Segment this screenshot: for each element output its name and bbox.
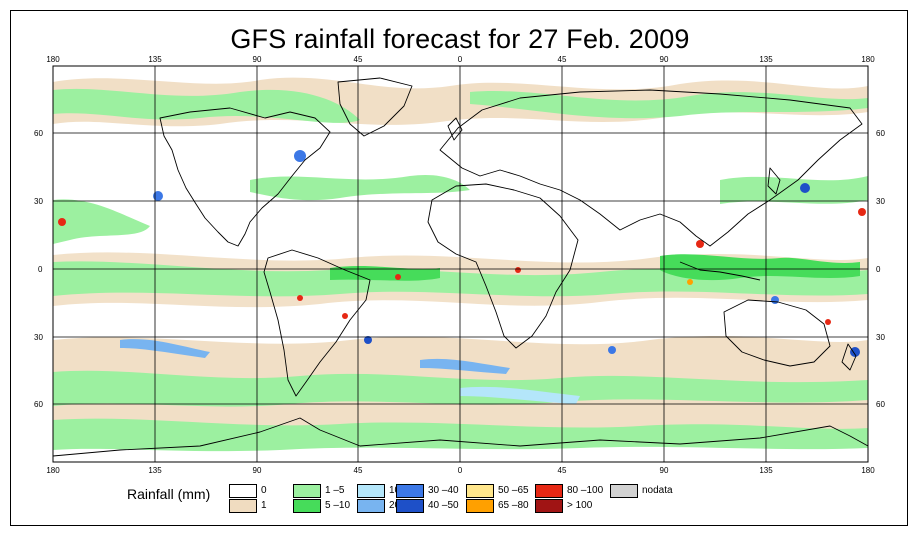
bottom-tick-label: 45 [558, 466, 567, 475]
rain-band-south-blue-2 [420, 358, 510, 374]
coast-south-america [263, 249, 371, 397]
right-tick-label: 60 [876, 129, 885, 138]
map-title: GFS rainfall forecast for 27 Feb. 2009 [230, 24, 690, 54]
legend-label-8: 50 –65 [498, 485, 529, 496]
rain-cell [696, 240, 704, 248]
legend-swatch-1 [229, 499, 257, 513]
right-tick-label: 30 [876, 333, 885, 342]
left-tick-label: 0 [38, 265, 43, 274]
rain-cell [800, 183, 810, 193]
bottom-tick-label: 135 [148, 466, 162, 475]
rain-band-pacific-n [53, 199, 150, 244]
left-axis: 60 30 0 30 60 [34, 129, 43, 409]
top-tick-label: 0 [458, 55, 463, 64]
rain-band-tropics-dark [660, 254, 860, 281]
top-tick-label: 45 [558, 55, 567, 64]
top-tick-label: 90 [253, 55, 262, 64]
legend-swatch-3 [293, 499, 321, 513]
coast-antarctica [53, 417, 868, 457]
legend-label-0: 0 [261, 485, 267, 496]
top-tick-label: 180 [46, 55, 60, 64]
rain-cell [297, 295, 303, 301]
right-axis: 60 30 0 30 60 [876, 129, 885, 409]
coast-north-america [159, 107, 331, 247]
legend-label-2: 1 –5 [325, 485, 345, 496]
top-tick-label: 45 [354, 55, 363, 64]
rain-cell [825, 319, 831, 325]
rain-cell [858, 208, 866, 216]
rain-band-atlantic-eq [330, 266, 440, 281]
legend-swatch-9 [466, 499, 494, 513]
rain-cell [294, 150, 306, 162]
legend-label-10: 80 –100 [567, 485, 604, 496]
graticule [53, 66, 868, 462]
coastlines [53, 77, 868, 457]
rain-cell [395, 274, 401, 280]
rain-cell [515, 267, 521, 273]
right-tick-label: 60 [876, 400, 885, 409]
bottom-tick-label: 135 [759, 466, 773, 475]
left-tick-label: 30 [34, 333, 43, 342]
rain-cell [58, 218, 66, 226]
legend-label-12: nodata [642, 485, 673, 496]
bottom-tick-label: 45 [354, 466, 363, 475]
legend-swatch-6 [396, 484, 424, 498]
coast-africa [427, 183, 579, 349]
left-tick-label: 60 [34, 129, 43, 138]
bottom-tick-label: 0 [458, 466, 463, 475]
right-tick-label: 30 [876, 197, 885, 206]
bottom-axis: 180 135 90 45 0 45 90 135 180 [46, 466, 875, 475]
top-tick-label: 180 [861, 55, 875, 64]
rain-band-atlantic [250, 174, 470, 201]
legend-label-6: 30 –40 [428, 485, 459, 496]
top-tick-label: 135 [148, 55, 162, 64]
rain-band-north-green [53, 88, 360, 123]
left-tick-label: 60 [34, 400, 43, 409]
coast-greenland [337, 77, 413, 137]
legend-title: Rainfall (mm) [127, 486, 211, 502]
bottom-tick-label: 180 [861, 466, 875, 475]
legend-label-9: 65 –80 [498, 500, 529, 511]
legend-swatch-10 [535, 484, 563, 498]
legend-swatch-12 [610, 484, 638, 498]
coast-indonesia [679, 261, 761, 281]
coast-new-zealand [841, 343, 857, 371]
legend-label-3: 5 –10 [325, 500, 351, 511]
legend-swatch-0 [229, 484, 257, 498]
coast-eurasia [439, 89, 863, 247]
top-tick-label: 135 [759, 55, 773, 64]
map-border [52, 65, 869, 463]
legend-swatch-4 [357, 484, 385, 498]
rain-cell [850, 347, 860, 357]
rain-band-south-cyan [460, 386, 580, 404]
top-tick-label: 90 [660, 55, 669, 64]
coast-japan [767, 167, 781, 195]
coast-australia [723, 299, 831, 367]
legend-swatch-8 [466, 484, 494, 498]
legend-label-11: > 100 [567, 500, 593, 511]
rain-cell [364, 336, 372, 344]
rain-cell [608, 346, 616, 354]
rain-cell [687, 279, 693, 285]
legend-swatch-5 [357, 499, 385, 513]
rain-cell [771, 296, 779, 304]
right-tick-label: 0 [876, 265, 881, 274]
rain-band-pacific-ne [720, 176, 868, 204]
legend-label-1: 1 [261, 500, 267, 511]
left-tick-label: 30 [34, 197, 43, 206]
legend-swatch-2 [293, 484, 321, 498]
rain-band-south-blue [120, 339, 210, 358]
bottom-tick-label: 90 [660, 466, 669, 475]
coast-uk [447, 117, 463, 141]
bottom-tick-label: 180 [46, 466, 60, 475]
legend-swatch-11 [535, 499, 563, 513]
legend-label-7: 40 –50 [428, 500, 459, 511]
legend-swatch-7 [396, 499, 424, 513]
bottom-tick-label: 90 [253, 466, 262, 475]
top-axis: 180 135 90 45 0 45 90 135 180 [46, 55, 875, 64]
rain-cell [342, 313, 348, 319]
rain-cell [153, 191, 163, 201]
